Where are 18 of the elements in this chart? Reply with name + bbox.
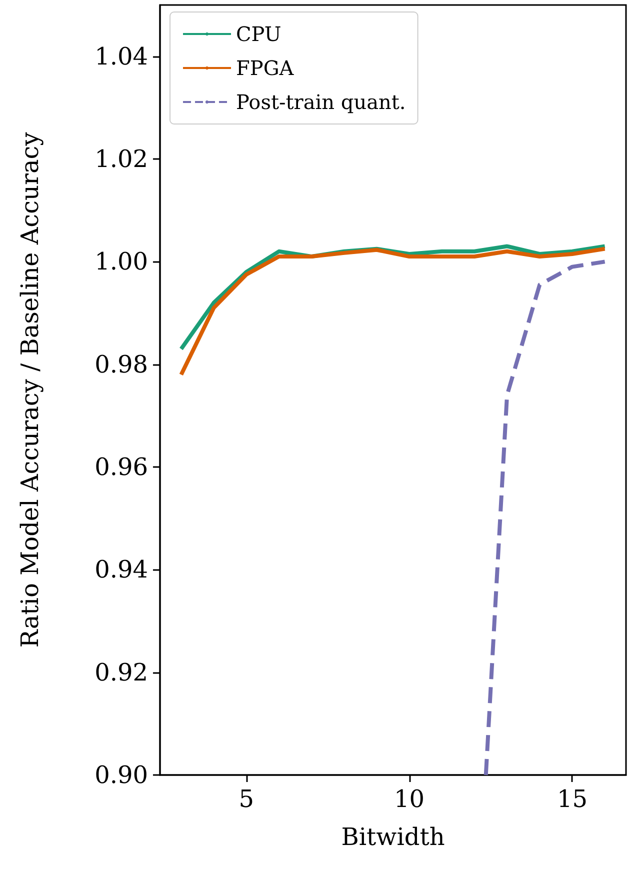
- y-tick-label: 1.02: [94, 145, 148, 173]
- y-tick-label: 0.96: [94, 453, 148, 481]
- y-tick-label: 0.92: [94, 658, 148, 686]
- line-series: [484, 260, 607, 777]
- x-tick-label: 5: [238, 785, 254, 813]
- y-tick-label: 1.04: [94, 42, 148, 70]
- legend-label: FPGA: [236, 56, 294, 80]
- line-series: [179, 246, 607, 377]
- legend-label: CPU: [236, 22, 282, 46]
- y-tick-label: 0.98: [94, 350, 148, 378]
- y-tick-label: 1.00: [94, 248, 148, 276]
- x-tick-label: 15: [556, 785, 588, 813]
- x-axis-title: Bitwidth: [341, 823, 445, 851]
- y-tick-label: 0.90: [94, 761, 148, 789]
- y-tick-label: 0.94: [94, 556, 148, 584]
- legend-label: Post-train quant.: [236, 90, 406, 114]
- y-axis-title: Ratio Model Accuracy / Baseline Accuracy: [16, 132, 44, 648]
- x-tick-label: 10: [394, 785, 425, 813]
